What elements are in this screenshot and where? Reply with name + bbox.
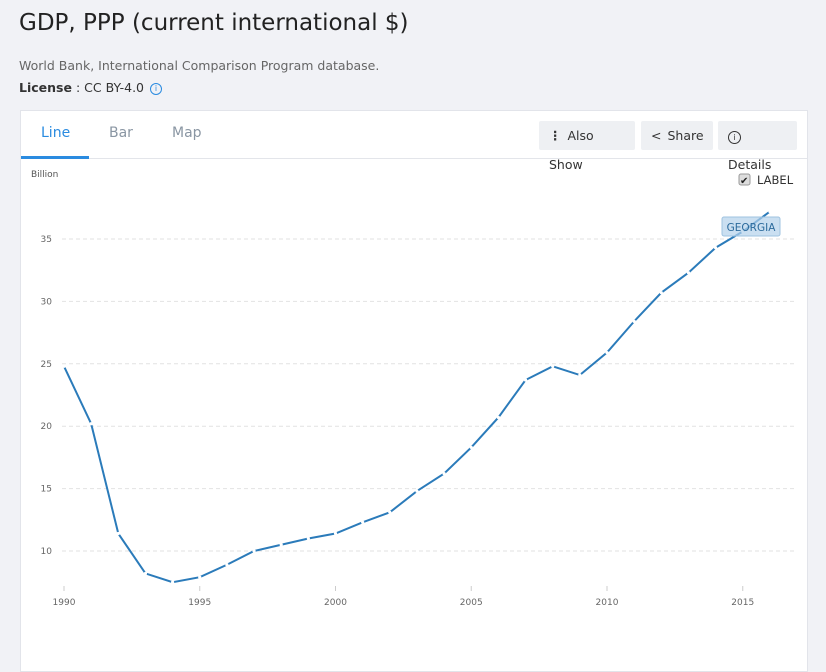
- x-tick-label: 2000: [324, 598, 347, 608]
- chart-tabs: Line Bar Map ⋮ Also Show < Share i Details: [21, 111, 807, 172]
- active-tab-indicator: [21, 156, 89, 159]
- y-tick-label: 35: [41, 235, 52, 245]
- data-point: [659, 291, 663, 295]
- data-point: [89, 422, 93, 426]
- x-tick-label: 2010: [596, 598, 619, 608]
- y-axis-unit-label: Billion: [31, 170, 58, 180]
- y-tick-label: 30: [41, 297, 53, 307]
- also-show-label: Also Show: [549, 128, 594, 172]
- x-tick-label: 2015: [731, 598, 754, 608]
- series-line-georgia: [63, 210, 771, 584]
- data-point: [252, 549, 256, 553]
- y-tick-label: 15: [41, 485, 52, 495]
- data-point: [415, 489, 419, 493]
- tab-line[interactable]: Line: [41, 125, 71, 141]
- share-button[interactable]: < Share: [641, 121, 713, 150]
- data-point: [768, 209, 772, 214]
- data-point: [279, 543, 283, 547]
- data-point: [116, 531, 120, 536]
- share-label: Share: [667, 128, 704, 143]
- details-button[interactable]: i Details: [718, 121, 797, 172]
- page-title: GDP, PPP (current international $): [19, 10, 409, 36]
- data-point: [171, 580, 175, 584]
- share-icon: <: [651, 128, 662, 143]
- license-label: License: [19, 80, 72, 95]
- license-value: : CC BY-4.0: [75, 80, 145, 95]
- series-label-georgia: GEORGIA: [727, 222, 777, 234]
- y-tick-label: 10: [41, 547, 53, 557]
- data-point: [523, 378, 528, 382]
- info-circle-icon: i: [728, 131, 741, 144]
- series-label-box: [721, 216, 781, 237]
- data-point: [62, 364, 66, 368]
- data-point: [306, 536, 310, 541]
- data-point: [686, 271, 691, 275]
- x-tick-label: 1990: [53, 598, 76, 608]
- data-point: [605, 350, 609, 355]
- data-point: [361, 520, 365, 524]
- line-chart: Billion 10 15 20 25 30 35 1990 1995 2000 2005 2010 2…: [31, 170, 796, 608]
- data-point: [496, 415, 500, 420]
- data-point: [225, 563, 229, 567]
- chart-card: Line Bar Map ⋮ Also Show < Share i Details: [20, 110, 808, 672]
- checkmark-icon: ✔: [740, 176, 748, 187]
- more-vertical-icon: ⋮: [549, 128, 562, 143]
- also-show-button[interactable]: ⋮ Also Show: [539, 121, 635, 172]
- data-point: [551, 364, 555, 368]
- data-point: [388, 510, 392, 514]
- data-point: [632, 319, 636, 323]
- data-point: [578, 373, 582, 377]
- label-checkbox[interactable]: [738, 173, 751, 186]
- tab-map[interactable]: Map: [172, 125, 202, 141]
- y-tick-label: 25: [41, 360, 52, 370]
- tab-bar[interactable]: Bar: [109, 125, 133, 141]
- details-label: Details: [728, 157, 772, 172]
- data-point: [442, 472, 446, 476]
- data-point: [333, 531, 338, 536]
- info-icon[interactable]: i: [150, 83, 163, 95]
- x-tick-label: 2005: [460, 598, 483, 608]
- x-tick-label: 1995: [188, 598, 211, 608]
- data-point: [143, 571, 148, 576]
- license: License : CC BY-4.0 i: [19, 80, 163, 95]
- label-toggle-text: LABEL: [757, 173, 794, 187]
- data-point: [714, 246, 718, 250]
- data-point: [198, 575, 202, 579]
- y-tick-label: 20: [41, 422, 53, 432]
- source-text: World Bank, International Comparison Pro…: [19, 58, 380, 73]
- data-point: [469, 445, 473, 450]
